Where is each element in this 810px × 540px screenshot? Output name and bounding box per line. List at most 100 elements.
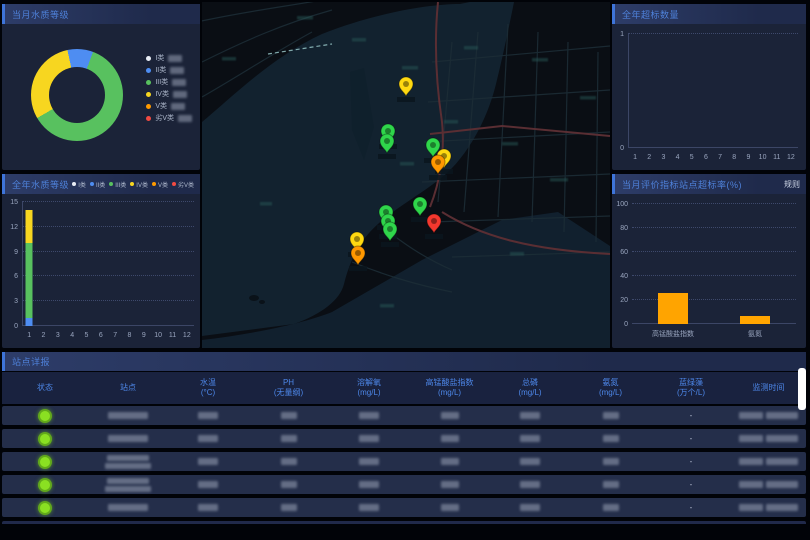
time-cell	[731, 412, 806, 419]
value-cell	[248, 435, 329, 442]
pin-label-chip	[349, 266, 367, 271]
pin-label-chip	[378, 154, 396, 159]
panel-year-exceed-body: 0 1 1 2 3 4 5 6 7 8 9 10 11 12	[612, 24, 806, 170]
value-cell	[168, 435, 248, 442]
legend-item[interactable]: I类	[72, 180, 86, 189]
table-row[interactable]: -	[2, 429, 806, 448]
value-cell	[490, 458, 570, 465]
legend-item[interactable]: I类	[146, 52, 192, 64]
legend-value-masked	[170, 66, 185, 74]
map-pin-green[interactable]	[381, 221, 399, 247]
gridline	[632, 275, 796, 276]
gridline	[628, 147, 798, 148]
legend-item[interactable]: V类	[146, 100, 192, 112]
legend-item[interactable]: III类	[109, 180, 126, 189]
y-tick-label: 12	[10, 223, 18, 231]
map-pin-orange[interactable]	[429, 154, 447, 180]
map-pin-orange[interactable]	[349, 245, 367, 271]
legend-label: V类	[155, 103, 167, 110]
value-cell	[490, 435, 570, 442]
legend-item[interactable]: II类	[89, 180, 105, 189]
value-cell	[409, 458, 490, 465]
map-pin-green[interactable]	[411, 196, 429, 222]
gridline	[628, 33, 798, 34]
table-row[interactable]: -	[2, 406, 806, 425]
table-scrollbar-thumb[interactable]	[798, 368, 806, 410]
rate-bar-label: 氨氮	[748, 331, 762, 338]
pin-marker	[382, 221, 398, 243]
legend-dot	[171, 182, 176, 186]
x-tick-label: 10	[758, 154, 767, 161]
table-row[interactable]: -	[2, 498, 806, 517]
rate-bar-label: 高锰酸盐指数	[652, 331, 694, 338]
value-cell	[329, 412, 409, 419]
legend-item[interactable]: 劣V类	[171, 180, 194, 189]
status-cell	[2, 431, 88, 446]
x-tick-label: 12	[787, 154, 795, 161]
station-cell	[88, 435, 168, 442]
value-cell	[168, 458, 248, 465]
value-cell	[329, 435, 409, 442]
panel-year-quality-body: 0 3 6 9 12 15 1 2 3 4 5 6 7 8 9 10 11 12	[2, 194, 200, 348]
y-tick-label: 0	[624, 321, 628, 328]
map-water-sea	[202, 212, 610, 348]
pin-hole	[355, 250, 361, 256]
value-cell	[248, 481, 329, 488]
y-axis	[22, 202, 23, 326]
legend-item[interactable]: II类	[146, 64, 192, 76]
pin-hole	[385, 128, 391, 134]
legend-item[interactable]: IV类	[146, 88, 192, 100]
time-cell	[731, 481, 806, 488]
column-header: 站点	[120, 383, 136, 392]
map-pin-red[interactable]	[425, 213, 443, 239]
pin-marker	[425, 137, 441, 159]
value-cell	[329, 481, 409, 488]
table-title: 站点详报	[12, 357, 51, 367]
time-cell	[731, 458, 806, 465]
bar-segment-IV类	[25, 210, 33, 244]
value-cell	[168, 504, 248, 511]
year-quality-chart: 0 3 6 9 12 15 1 2 3 4 5 6 7 8 9 10 11 12	[10, 199, 194, 339]
legend-item[interactable]: V类	[151, 180, 168, 189]
gridline	[632, 227, 796, 228]
map-pin-green[interactable]	[378, 133, 396, 159]
value-cell	[329, 458, 409, 465]
legend-item[interactable]: III类	[146, 76, 192, 88]
gridline	[632, 251, 796, 252]
column-header: 状态	[37, 383, 53, 392]
map-island	[259, 300, 265, 304]
table-row[interactable]: -	[2, 475, 806, 494]
map-pin-yellow[interactable]	[397, 76, 415, 102]
x-tick-label: 11	[168, 332, 177, 339]
algae-cell: -	[689, 480, 693, 489]
x-tick-label: 4	[70, 332, 75, 339]
algae-cell: -	[689, 503, 693, 512]
gridline	[632, 203, 796, 204]
table-row[interactable]: -	[2, 452, 806, 471]
gridline	[632, 323, 796, 324]
algae-cell: -	[689, 457, 693, 466]
status-indicator	[38, 500, 52, 515]
y-tick-label: 1	[620, 31, 624, 38]
status-indicator	[38, 477, 52, 492]
y-tick-label: 60	[620, 249, 628, 256]
value-cell	[248, 458, 329, 465]
station-cell	[88, 477, 168, 492]
y-tick-label: 3	[14, 298, 18, 306]
x-tick-label: 7	[113, 332, 118, 339]
legend-item[interactable]: 劣V类	[146, 112, 192, 124]
y-tick-label: 0	[14, 323, 18, 330]
map[interactable]	[202, 2, 610, 348]
pin-marker	[412, 196, 428, 218]
legend-dot	[109, 182, 114, 186]
value-cell	[490, 412, 570, 419]
status-cell	[2, 500, 88, 515]
column-header: 高锰酸盐指数 (mg/L)	[425, 378, 474, 397]
legend-item[interactable]: IV类	[130, 180, 148, 189]
panel-title: 当月水质等级	[12, 9, 70, 20]
pin-marker	[379, 133, 395, 155]
pin-marker	[430, 154, 446, 176]
x-tick-label: 2	[41, 332, 46, 339]
rules-link[interactable]: 规则	[784, 179, 800, 189]
time-cell	[731, 435, 806, 442]
